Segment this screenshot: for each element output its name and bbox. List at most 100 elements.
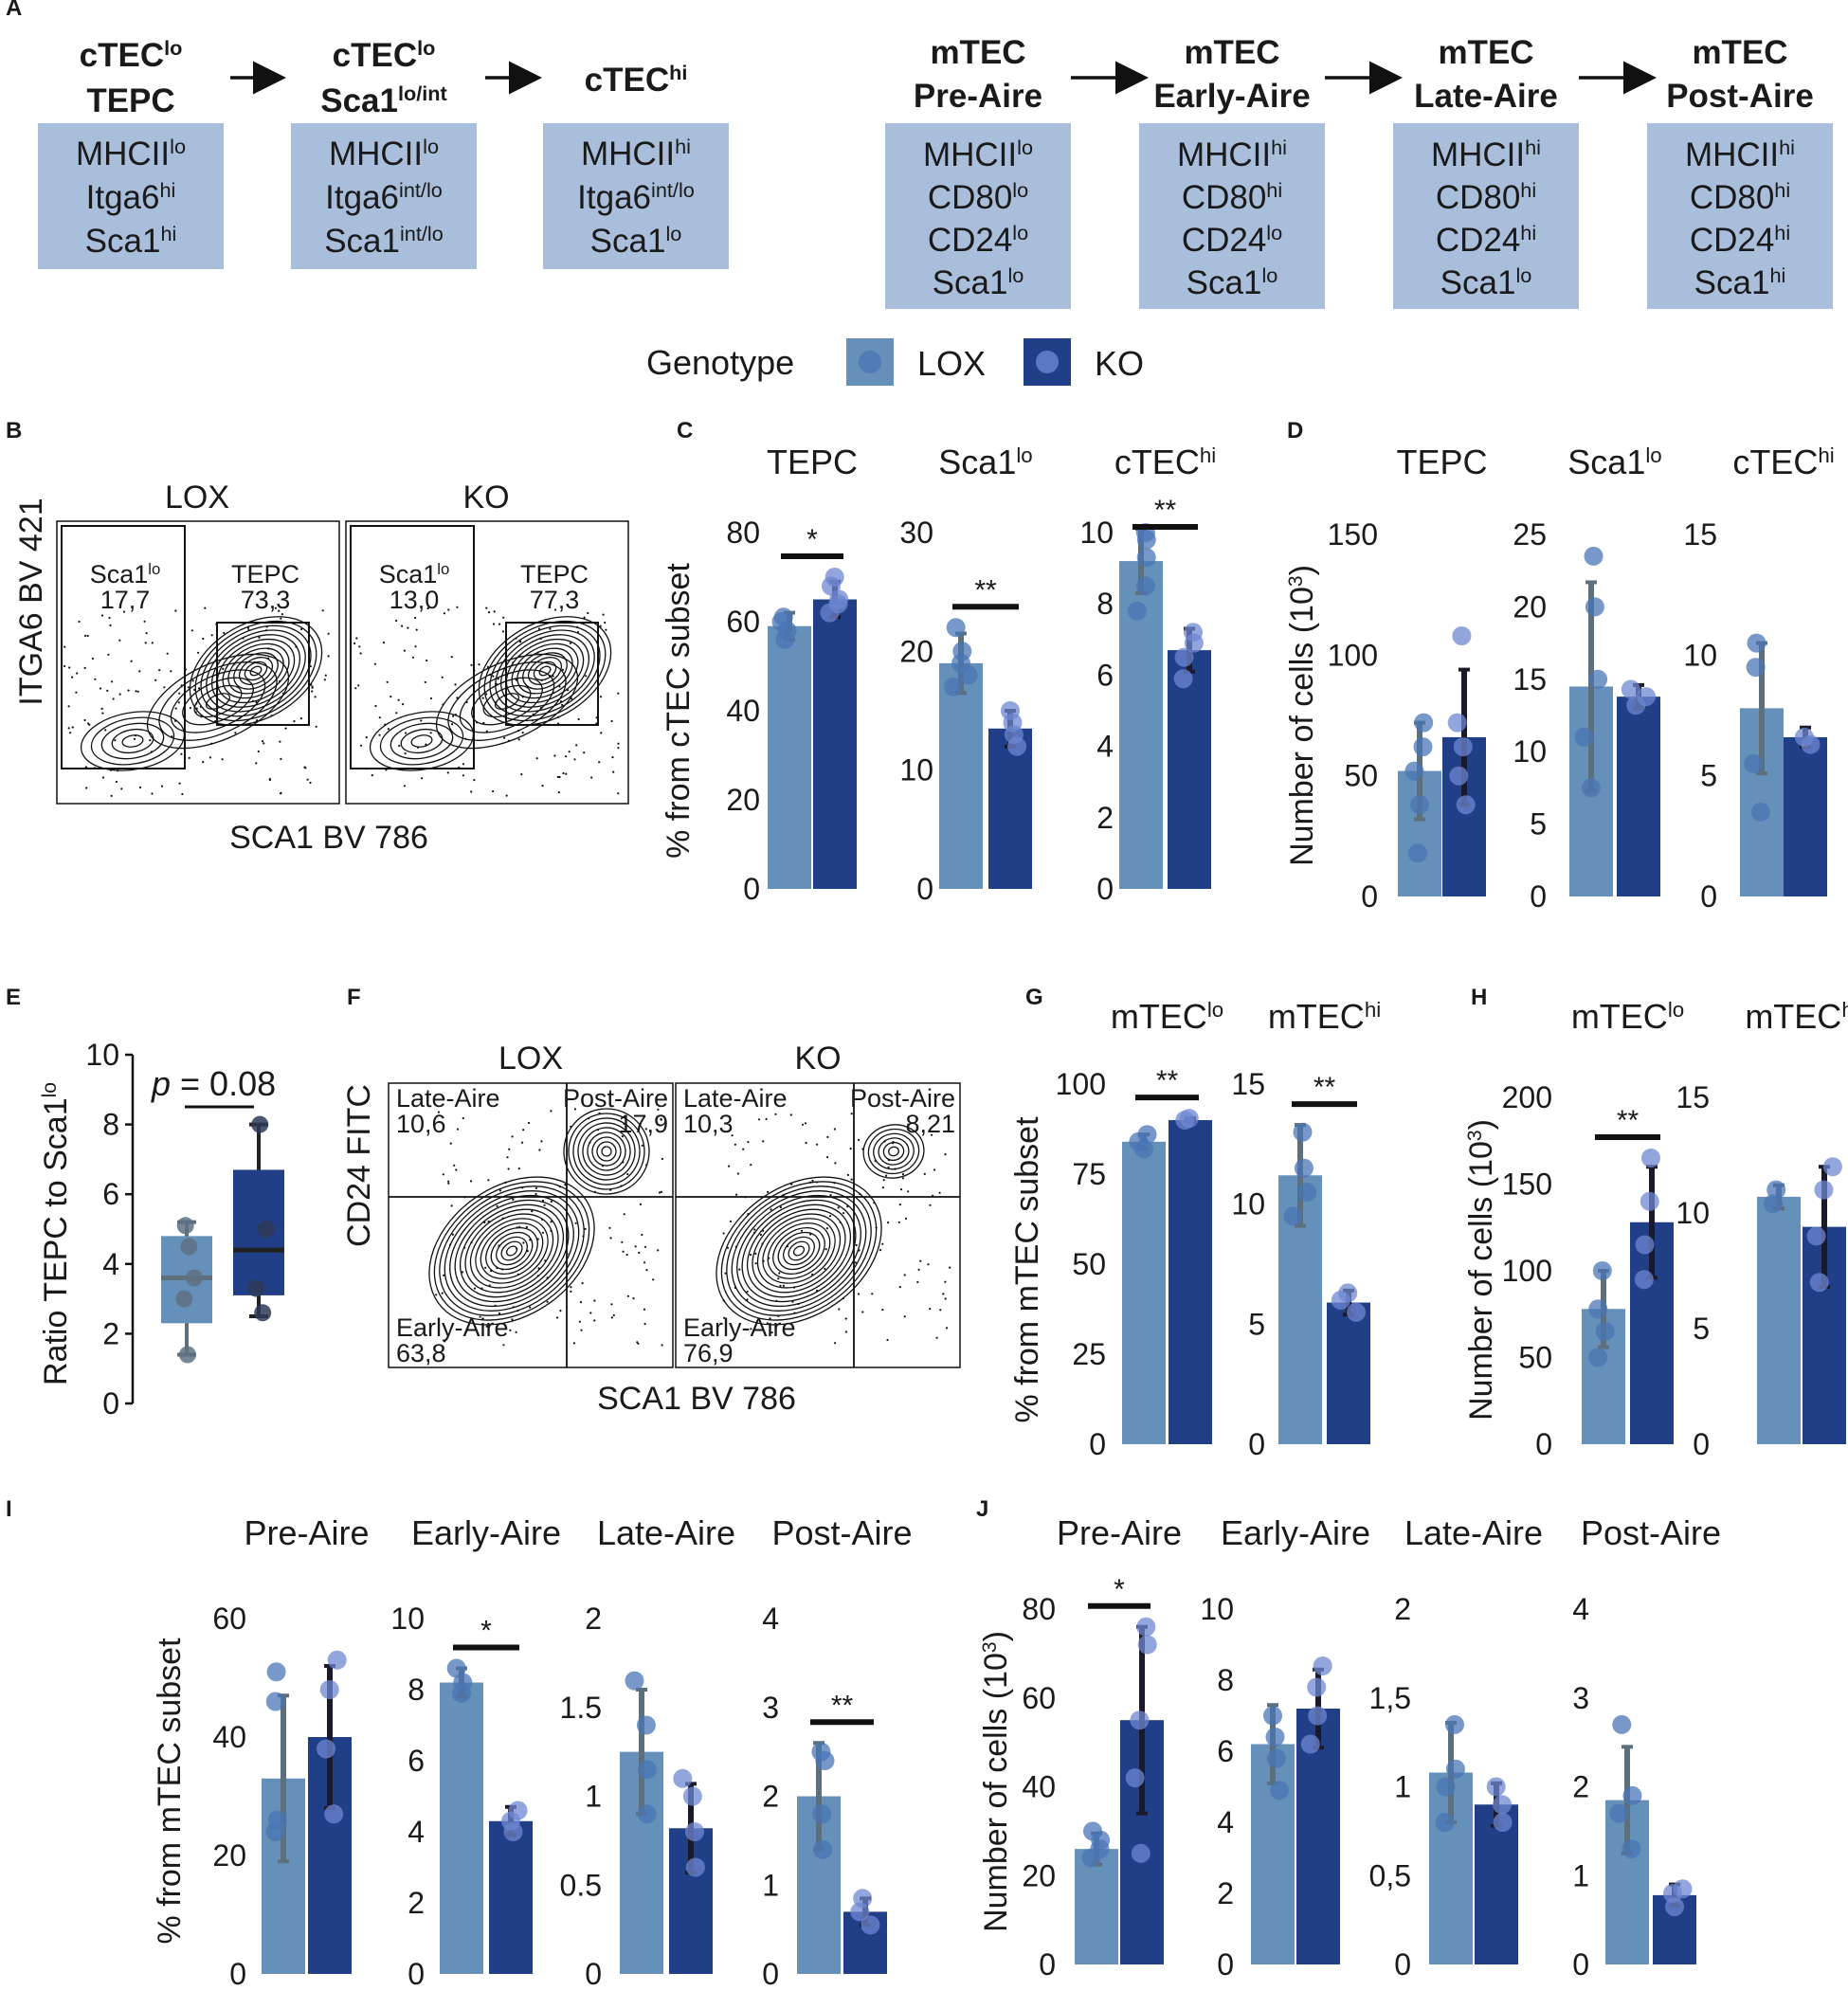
contour-line xyxy=(459,1204,565,1298)
contour-line xyxy=(762,1218,836,1284)
data-point xyxy=(813,1839,833,1859)
event-dot xyxy=(825,1227,829,1230)
y-tick-label: 0 xyxy=(1089,1427,1106,1461)
event-dot xyxy=(632,1297,635,1300)
y-tick-label: 0,5 xyxy=(1369,1858,1411,1892)
y-tick-label: 4 xyxy=(1217,1805,1234,1839)
subplot-title: mTEClo xyxy=(1111,997,1223,1036)
flow-f-xlabel: SCA1 BV 786 xyxy=(597,1381,796,1417)
y-tick-label: 100 xyxy=(1502,1254,1552,1288)
panel-label-a: A xyxy=(6,0,22,21)
data-point xyxy=(327,1650,347,1670)
y-tick-label: 50 xyxy=(1072,1247,1106,1281)
y-tick-label: 2 xyxy=(1096,801,1114,835)
contour-line xyxy=(772,1226,825,1276)
data-point xyxy=(1263,1706,1282,1726)
event-dot xyxy=(378,733,381,736)
data-point xyxy=(1308,1706,1328,1726)
event-dot xyxy=(724,1272,727,1275)
event-dot xyxy=(578,1320,581,1323)
flow-plot-title: LOX xyxy=(498,1041,563,1077)
bar-ko xyxy=(1296,1709,1340,1964)
y-tick-label: 1 xyxy=(1572,1858,1589,1892)
contour-line xyxy=(496,1236,528,1266)
event-dot xyxy=(750,1328,752,1330)
ctec-header-line1: cTEClo xyxy=(333,36,436,75)
gate-sca1lo xyxy=(61,525,186,769)
y-tick-label: 0 xyxy=(1039,1947,1056,1982)
event-dot xyxy=(782,1284,786,1287)
event-dot xyxy=(63,645,66,648)
data-point xyxy=(824,568,844,587)
y-tick-label: 0 xyxy=(1530,879,1547,914)
event-dot xyxy=(443,612,445,615)
mtec-header-line2: Post-Aire xyxy=(1666,78,1814,115)
event-dot xyxy=(133,737,136,741)
y-tick-label: 0 xyxy=(1700,879,1717,914)
data-point xyxy=(1637,687,1656,707)
event-dot xyxy=(734,1143,737,1146)
contour-line xyxy=(206,629,306,713)
event-dot xyxy=(456,606,459,608)
data-point xyxy=(1588,669,1608,689)
event-dot xyxy=(299,717,302,720)
event-dot xyxy=(746,1290,749,1293)
panel-label-c: C xyxy=(677,418,693,443)
event-dot xyxy=(561,668,565,671)
event-dot xyxy=(118,639,121,642)
significance-stars: ** xyxy=(1617,1105,1640,1136)
y-tick-label: 1.5 xyxy=(560,1691,602,1725)
event-dot xyxy=(816,1143,819,1146)
event-dot xyxy=(402,703,405,706)
y-tick-label: 0 xyxy=(916,872,933,906)
event-dot xyxy=(485,1325,488,1328)
event-dot xyxy=(557,791,561,794)
y-tick-label: 200 xyxy=(1502,1080,1552,1114)
y-tick-label: 40 xyxy=(726,694,760,728)
event-dot xyxy=(469,1180,473,1183)
event-dot xyxy=(522,1129,525,1131)
event-dot xyxy=(106,689,109,693)
event-dot xyxy=(858,1138,861,1142)
mtec-marker-box xyxy=(1393,123,1579,309)
event-dot xyxy=(424,680,426,684)
contour-line xyxy=(475,1218,549,1284)
contour-line xyxy=(454,1199,570,1303)
y-tick-label: 4 xyxy=(1096,730,1114,764)
contour-line xyxy=(783,1236,815,1266)
event-dot xyxy=(315,725,317,728)
y-axis-label: % from cTEC subset xyxy=(661,563,697,859)
flow-plot-frame xyxy=(675,1082,961,1368)
contour-line xyxy=(511,643,579,699)
data-point xyxy=(812,1804,832,1824)
contour-line xyxy=(582,1127,631,1176)
significance-stars: * xyxy=(806,524,818,555)
bar-ko xyxy=(1784,736,1827,896)
subplot: Late-Aire 0 0.5 1 1.5 2 xyxy=(560,1513,736,1991)
contour-line xyxy=(480,1222,544,1279)
event-dot xyxy=(453,1164,456,1167)
data-point xyxy=(1612,1714,1632,1734)
data-point xyxy=(1453,737,1473,757)
event-dot xyxy=(573,758,576,761)
marker-text: MHCIIhi xyxy=(581,135,691,173)
bar-ko xyxy=(1617,697,1660,896)
event-dot xyxy=(774,1113,777,1115)
significance-stars: ** xyxy=(1156,1065,1179,1096)
event-dot xyxy=(110,794,113,798)
event-dot xyxy=(600,732,603,734)
event-dot xyxy=(580,1329,583,1331)
event-dot xyxy=(917,1268,920,1271)
event-dot xyxy=(138,670,141,673)
event-dot xyxy=(923,1172,926,1175)
event-dot xyxy=(550,1221,553,1223)
data-point xyxy=(1449,766,1469,786)
event-dot xyxy=(746,1298,749,1301)
y-tick-label: 10 xyxy=(1079,516,1114,550)
subplot: cTEChi 0 2 4 6 8 10 ** xyxy=(1079,443,1216,906)
event-dot xyxy=(901,1177,905,1180)
event-dot xyxy=(826,1156,829,1159)
